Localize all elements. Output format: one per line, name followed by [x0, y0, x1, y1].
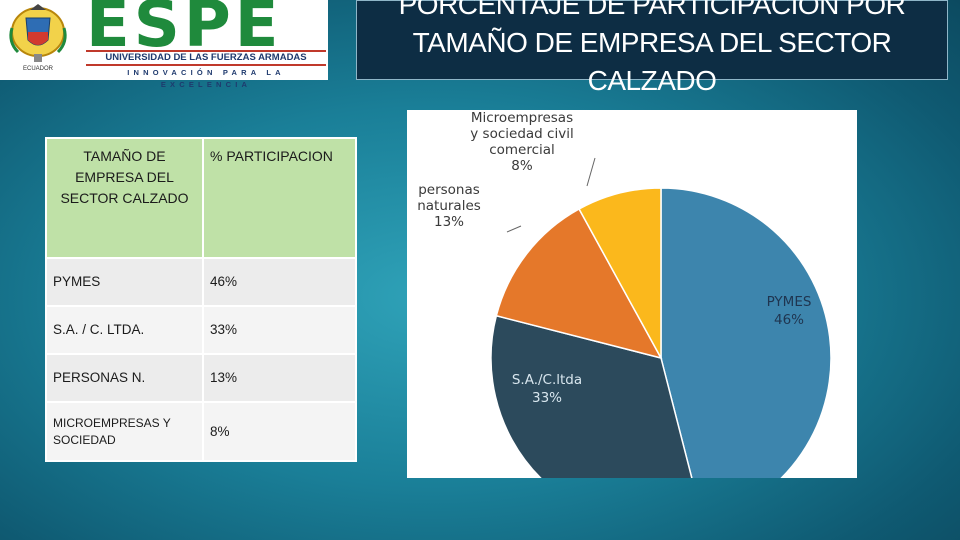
pie-slice-3 — [578, 187, 662, 359]
title-banner — [356, 0, 948, 80]
logo-tagline: INNOVACIÓN PARA LA EXCELENCIA — [127, 68, 285, 89]
title-line-2: TAMAÑO DE EMPRESA DEL SECTOR — [412, 27, 892, 58]
row-value: 33% — [202, 305, 357, 355]
pie-slice-2 — [495, 208, 663, 360]
slice-label-1: S.A./C.ltda 33% — [512, 372, 582, 406]
logo-wordmark: ESPE — [86, 0, 283, 62]
table-row: MICROEMPRESAS Y SOCIEDAD 8% — [45, 401, 357, 462]
table-row: PYMES 46% — [45, 257, 357, 307]
table-row: S.A. / C. LTDA. 33% — [45, 305, 357, 355]
row-label: MICROEMPRESAS Y SOCIEDAD — [45, 401, 204, 462]
espe-logo: ECUADOR ESPE UNIVERSIDAD DE LAS FUERZAS … — [0, 0, 328, 89]
seal-caption: ECUADOR — [22, 66, 53, 72]
pie-chart-panel: PYMES 46% S.A./C.ltda 33% personas naturales 1… — [407, 110, 857, 478]
slice-label-0: PYMES 46% — [767, 294, 812, 328]
leader-line-1 — [586, 157, 596, 187]
row-value: 8% — [202, 401, 357, 462]
row-label: PYMES — [45, 257, 204, 307]
logo-university-name: UNIVERSIDAD DE LAS FUERZAS ARMADAS — [86, 50, 326, 66]
row-value: 46% — [202, 257, 357, 307]
leader-line-0 — [506, 225, 522, 233]
pie-slice-0 — [660, 187, 832, 478]
pie-slice-1 — [490, 314, 693, 478]
row-value: 13% — [202, 353, 357, 403]
row-label: PERSONAS N. — [45, 353, 204, 403]
participation-table: TAMAÑO DE EMPRESA DEL SECTOR CALZADO % P… — [45, 137, 357, 462]
row-label: S.A. / C. LTDA. — [45, 305, 204, 355]
column-header-size: TAMAÑO DE EMPRESA DEL SECTOR CALZADO — [45, 137, 204, 259]
table-header-row: TAMAÑO DE EMPRESA DEL SECTOR CALZADO % P… — [45, 137, 357, 259]
table-row: PERSONAS N. 13% — [45, 353, 357, 403]
coat-of-arms-icon — [9, 4, 67, 62]
slice-label-3: Microempresas y sociedad civil comercial 8% — [470, 110, 573, 174]
column-header-percent: % PARTICIPACION — [202, 137, 357, 259]
title-line-1: PORCENTAJE DE PARTICIPACIÓN POR — [398, 0, 906, 20]
title-line-3: CALZADO — [587, 65, 717, 96]
slice-label-2: personas naturales 13% — [417, 182, 481, 230]
pie-chart: PYMES 46% S.A./C.ltda 33% personas naturales 1… — [417, 110, 832, 478]
page-title: PORCENTAJE DE PARTICIPACIÓN POR TAMAÑO D… — [356, 0, 948, 100]
